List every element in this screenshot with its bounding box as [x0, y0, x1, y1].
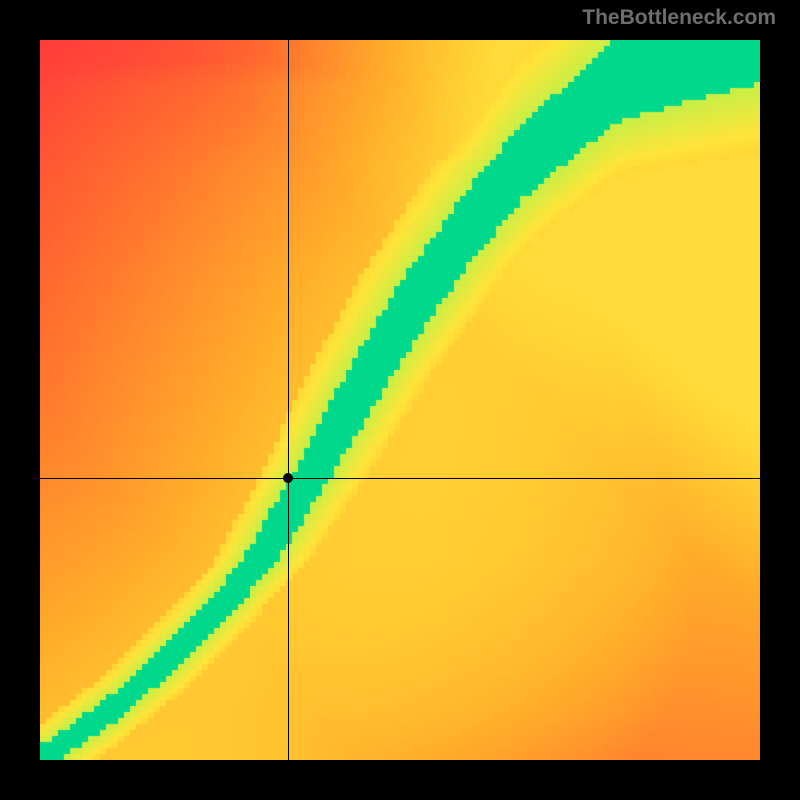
- crosshair-horizontal: [40, 478, 760, 479]
- plot-area: [40, 40, 760, 760]
- watermark-text: TheBottleneck.com: [582, 6, 776, 30]
- bottleneck-heatmap: [40, 40, 760, 760]
- crosshair-marker: [283, 473, 293, 483]
- crosshair-vertical: [288, 40, 289, 760]
